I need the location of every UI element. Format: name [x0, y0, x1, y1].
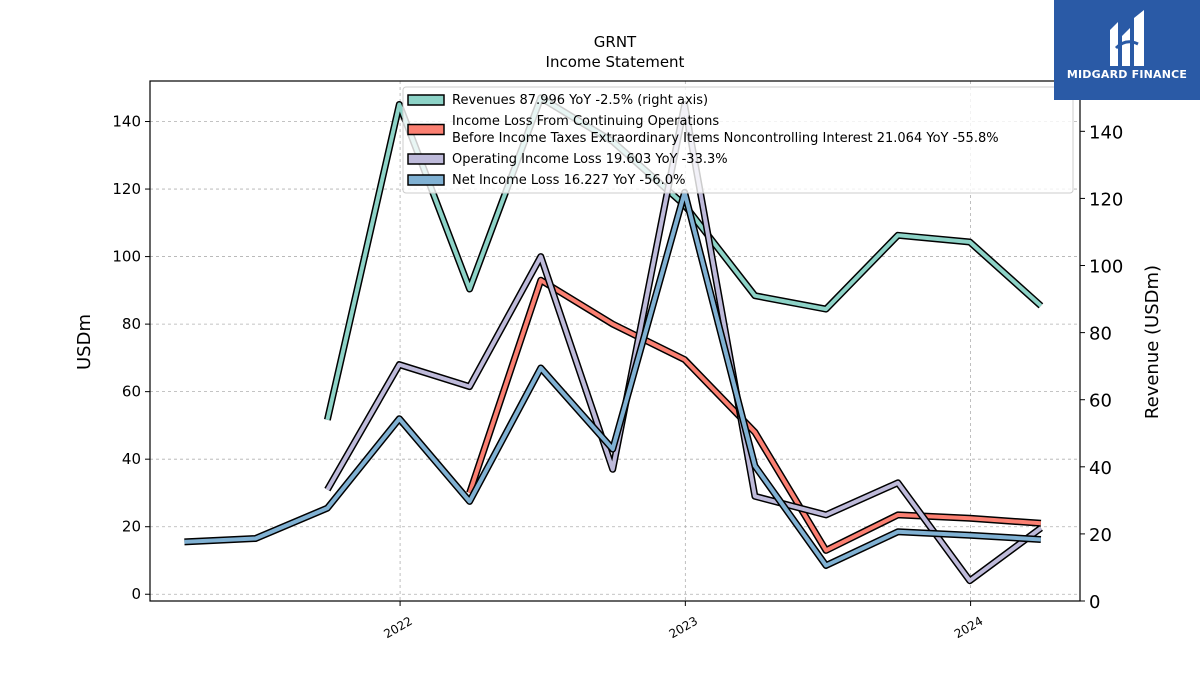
logo-mark-icon — [1110, 10, 1144, 66]
y2-tick-label: 140 — [1089, 122, 1123, 143]
legend-swatch-2 — [407, 153, 445, 165]
y-tick-label: 140 — [112, 113, 141, 131]
y2-tick-label: 20 — [1089, 525, 1112, 546]
midgard-finance-logo: MIDGARD FINANCE — [1054, 0, 1200, 100]
x-tick-label: 2024 — [952, 614, 985, 641]
legend-label: Net Income Loss 16.227 YoY -56.0% — [452, 173, 685, 188]
legend-swatch-3 — [407, 174, 445, 186]
y-axis-label: USDm — [74, 314, 95, 370]
legend-label: Revenues 87.996 YoY -2.5% (right axis) — [452, 93, 708, 108]
y2-tick-label: 60 — [1089, 391, 1112, 412]
y-tick-label: 120 — [112, 180, 141, 198]
y-tick-label: 20 — [122, 518, 141, 536]
y2-tick-label: 120 — [1089, 189, 1123, 210]
y2-tick-label: 100 — [1089, 257, 1123, 278]
x-tick-label: 2023 — [667, 614, 700, 641]
y2-axis-label: Revenue (USDm) — [1142, 265, 1163, 419]
y-tick-label: 80 — [122, 315, 141, 333]
y2-tick-label: 0 — [1089, 592, 1100, 613]
series-outline-1 — [466, 276, 1042, 554]
chart-title: GRNT — [594, 33, 637, 51]
series-line-3 — [184, 190, 1042, 568]
legend-box — [402, 86, 1074, 194]
y2-tick-label: 40 — [1089, 458, 1112, 479]
y-tick-label: 60 — [122, 383, 141, 401]
x-tick-label: 2022 — [381, 614, 414, 641]
y-tick-label: 100 — [112, 248, 141, 266]
legend: Revenues 87.996 YoY -2.5% (right axis) In… — [402, 86, 1074, 194]
y2-tick-label: 80 — [1089, 324, 1112, 345]
legend-swatch-1 — [407, 123, 445, 136]
axes: 0 20 40 60 80 100 120 140 0 20 40 60 80 100 120 140 2022… — [112, 80, 1123, 641]
series-line-1 — [467, 278, 1042, 553]
chart-subtitle: Income Statement — [546, 53, 685, 71]
logo-text: MIDGARD FINANCE — [1066, 68, 1188, 81]
series-outline-3 — [184, 188, 1042, 569]
legend-swatch-0 — [407, 94, 445, 106]
legend-label: Income Loss From Continuing Operations — [452, 114, 719, 129]
legend-label: Before Income Taxes Extraordinary Items … — [452, 131, 999, 146]
y-tick-label: 40 — [122, 450, 141, 468]
legend-label: Operating Income Loss 19.603 YoY -33.3% — [452, 152, 728, 167]
y-tick-label: 0 — [131, 585, 141, 603]
plot-frame — [149, 80, 1081, 602]
